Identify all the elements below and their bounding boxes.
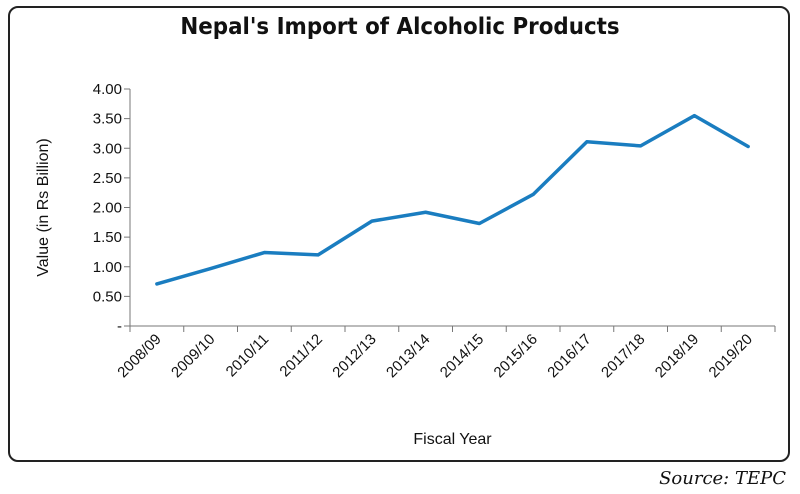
x-tick-label: 2011/12 (276, 331, 326, 381)
series-line (155, 113, 750, 286)
x-tick-label: 2008/09 (114, 331, 164, 381)
y-tick-label: 1.50 (93, 229, 122, 246)
y-tick-label: 2.00 (93, 200, 122, 217)
x-tick-label: 2017/18 (598, 331, 648, 381)
y-axis-ticks: - 0.50 1.00 1.50 2.00 2.50 3.00 3.50 4.00 (93, 81, 130, 335)
data-point (262, 251, 266, 255)
y-tick-label: 1.00 (93, 259, 122, 276)
x-tick-label: 2010/11 (223, 331, 273, 381)
x-tick-label: 2015/16 (491, 331, 541, 381)
x-tick-label: 2009/10 (168, 331, 218, 381)
y-tick-label: 2.50 (93, 170, 122, 187)
y-tick-label: - (117, 318, 122, 335)
data-point (155, 282, 159, 286)
y-tick-label: 3.50 (93, 111, 122, 128)
x-tick-label: 2016/17 (544, 331, 594, 381)
data-point (746, 144, 750, 148)
x-axis-ticks: 2008/09 2009/10 2010/11 2011/12 2012/13 2013/… (114, 326, 776, 381)
data-point (316, 253, 320, 257)
data-point (639, 144, 643, 148)
x-axis-label: Fiscal Year (413, 431, 492, 448)
x-tick-label: 2014/15 (437, 331, 487, 381)
x-tick-label: 2019/20 (706, 331, 756, 381)
data-point (692, 114, 696, 118)
y-axis-label: Value (in Rs Billion) (35, 138, 52, 276)
y-tick-label: 4.00 (93, 81, 122, 98)
chart-series (155, 113, 750, 286)
x-tick-label: 2018/19 (652, 331, 702, 381)
data-point (424, 210, 428, 214)
data-point (531, 192, 535, 196)
chart-frame (8, 6, 790, 462)
source-note: Source: TEPC (659, 468, 786, 489)
data-point (477, 221, 481, 225)
chart-title: Nepal's Import of Alcoholic Products (180, 14, 620, 40)
y-tick-label: 0.50 (93, 288, 122, 305)
x-tick-label: 2013/14 (383, 331, 433, 381)
y-tick-label: 3.00 (93, 140, 122, 157)
data-point (209, 267, 213, 271)
data-point (370, 219, 374, 223)
data-point (585, 140, 589, 144)
x-tick-label: 2012/13 (329, 331, 379, 381)
